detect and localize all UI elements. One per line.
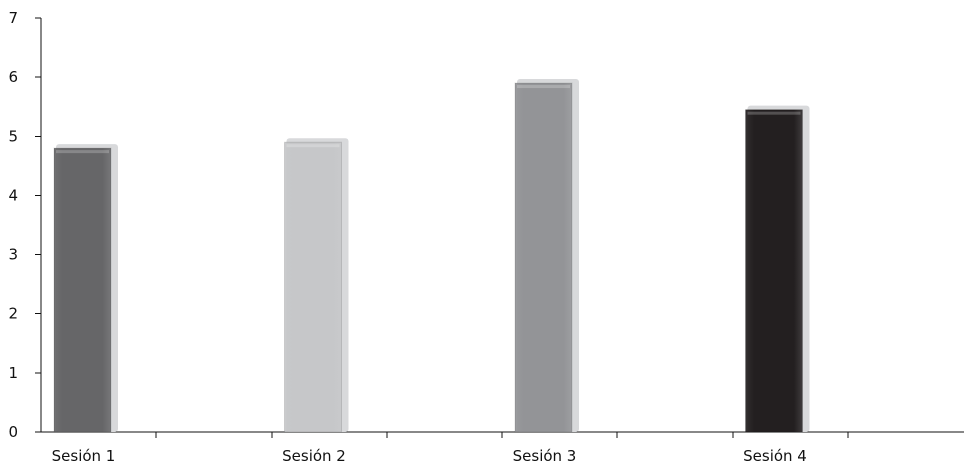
bar-bevel bbox=[56, 150, 109, 154]
y-tick-label: 0 bbox=[8, 423, 18, 441]
x-tick-label: Sesión 3 bbox=[513, 447, 577, 465]
bar bbox=[514, 82, 573, 433]
y-tick-label: 5 bbox=[8, 127, 18, 145]
y-tick-label: 4 bbox=[8, 186, 18, 204]
y-tick-label: 1 bbox=[8, 364, 18, 382]
x-tick-label: Sesión 1 bbox=[52, 447, 116, 465]
y-tick-label: 3 bbox=[8, 246, 18, 264]
y-tick-label: 7 bbox=[8, 9, 18, 27]
bar-bevel bbox=[517, 85, 570, 89]
bar bbox=[53, 147, 112, 433]
x-tick-label: Sesión 2 bbox=[282, 447, 346, 465]
bar-bevel bbox=[747, 111, 801, 115]
y-tick-label: 2 bbox=[8, 305, 18, 323]
bar bbox=[284, 141, 342, 433]
bar-bevel bbox=[286, 144, 340, 148]
y-tick-label: 6 bbox=[8, 68, 18, 86]
x-tick-label: Sesión 4 bbox=[743, 447, 807, 465]
bar bbox=[745, 109, 803, 433]
